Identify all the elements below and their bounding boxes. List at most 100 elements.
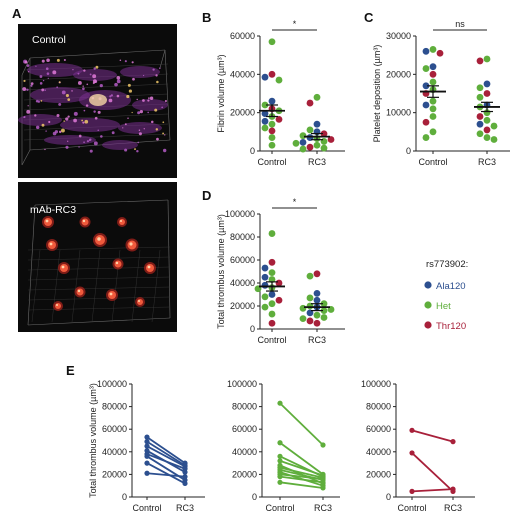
fibrin-spot-highlight xyxy=(77,289,81,293)
data-point-het xyxy=(429,113,437,120)
paired-point-rc3 xyxy=(320,479,326,485)
paired-line-het xyxy=(279,442,324,476)
fluorescence-speck xyxy=(93,67,96,70)
chart-e-ala120-paired: 0 20000 40000 60000 80000 100000 Control RC3 Tot… xyxy=(88,379,205,513)
data-point-ala120 xyxy=(313,296,321,304)
fluorescence-speck xyxy=(58,130,62,134)
platelet-cloud xyxy=(27,63,83,77)
fluorescence-speck xyxy=(162,148,167,153)
fluorescence-speck xyxy=(128,89,132,93)
fluorescence-speck xyxy=(41,123,45,127)
fluorescence-speck xyxy=(77,72,80,75)
paired-point-control xyxy=(277,440,283,446)
data-point-het xyxy=(320,307,328,314)
data-point-het xyxy=(299,304,307,312)
fluorescence-speck xyxy=(46,72,50,75)
fluorescence-speck xyxy=(73,118,77,123)
platelet-cloud xyxy=(118,122,162,134)
legend-marker-thr120 xyxy=(424,321,432,329)
data-point-het xyxy=(483,116,491,124)
legend-label-thr120: Thr120 xyxy=(436,321,466,332)
chart-e3-y-tick-label: 100000 xyxy=(361,379,391,389)
data-point-het xyxy=(306,126,314,134)
fluorescence-speck xyxy=(56,86,58,89)
fluorescence-speck xyxy=(152,68,155,71)
data-point-het xyxy=(268,141,276,149)
fluorescence-speck xyxy=(63,120,65,122)
chart-c-y-axis-label: Platelet deposition (µm³) xyxy=(372,45,382,143)
fluorescence-speck xyxy=(147,111,149,114)
panel-letter-a: A xyxy=(12,6,22,21)
fibrin-spot-highlight xyxy=(129,242,133,246)
paired-point-control xyxy=(277,479,283,485)
paired-line-ala120 xyxy=(146,472,186,478)
data-point-ala120 xyxy=(299,138,307,146)
fluorescence-speck xyxy=(116,76,121,80)
wireframe-edge xyxy=(29,49,166,59)
fluorescence-speck xyxy=(30,84,33,87)
fluorescence-speck xyxy=(67,140,69,142)
fluorescence-speck xyxy=(26,64,30,67)
chart-e2-x-tick-label: Control xyxy=(265,503,294,513)
chart-e1-x-tick-label: RC3 xyxy=(176,503,194,513)
fluorescence-speck xyxy=(78,134,82,138)
wireframe-grid xyxy=(91,249,101,323)
legend-label-het: Het xyxy=(436,301,451,312)
fluorescence-speck xyxy=(127,117,129,120)
data-point-ala120 xyxy=(422,101,430,109)
fluorescence-speck xyxy=(83,109,86,112)
chart-e-thr120-paired: 0 20000 40000 60000 80000 100000 Control RC3 xyxy=(361,379,475,513)
fluorescence-speck xyxy=(134,148,136,150)
fluorescence-speck xyxy=(122,127,124,129)
data-point-het xyxy=(429,97,437,105)
fluorescence-speck xyxy=(58,102,62,106)
chart-b-y-tick-label: 60000 xyxy=(230,31,255,41)
fluorescence-speck xyxy=(162,132,165,135)
chart-e2-y-tick-label: 100000 xyxy=(227,379,257,389)
fibrin-spot-highlight xyxy=(119,219,123,223)
data-point-thr120 xyxy=(275,296,283,304)
data-point-het xyxy=(268,230,276,237)
data-point-het xyxy=(320,138,328,145)
fibrin-spot xyxy=(60,264,68,272)
chart-e1-y-tick-label: 40000 xyxy=(102,447,127,457)
data-point-ala120 xyxy=(313,120,321,128)
chart-e-het-paired: 0 20000 40000 60000 80000 100000 Control RC3 xyxy=(227,379,340,513)
fibrin-spot xyxy=(146,264,154,272)
fluorescence-speck xyxy=(155,128,159,131)
wireframe-grid xyxy=(27,286,171,291)
fluorescence-speck xyxy=(82,85,84,87)
data-point-het xyxy=(313,141,321,149)
fluorescence-speck xyxy=(23,115,26,119)
chart-d-y-tick-label: 0 xyxy=(250,324,255,334)
paired-point-rc3 xyxy=(182,466,188,472)
wireframe-edge xyxy=(34,199,169,206)
fluorescence-speck xyxy=(78,146,80,148)
data-point-het xyxy=(429,46,437,53)
data-point-het xyxy=(490,122,498,130)
fluorescence-speck xyxy=(136,98,138,101)
fluorescence-speck xyxy=(39,82,43,85)
panel-letter-d: D xyxy=(202,188,211,203)
data-point-thr120 xyxy=(313,270,321,278)
wireframe-edge xyxy=(21,57,31,76)
paired-point-control xyxy=(277,458,283,464)
platelet-cloud xyxy=(30,87,90,103)
fluorescence-speck xyxy=(116,94,120,98)
chart-d-y-tick-label: 100000 xyxy=(225,209,255,219)
fluorescence-speck xyxy=(84,119,89,124)
fluorescence-speck xyxy=(94,116,98,120)
chart-b-x-tick-label: Control xyxy=(257,157,286,167)
chart-e2-y-tick-label: 60000 xyxy=(232,424,257,434)
microscopy-rc3-image xyxy=(18,182,177,332)
paired-point-rc3 xyxy=(182,480,188,487)
fluorescence-speck xyxy=(44,148,46,151)
fluorescence-speck xyxy=(27,71,30,73)
fluorescence-speck xyxy=(97,129,100,132)
chart-c-platelet-deposition: 0 10000 20000 30000 Control RC3 Platelet depos… xyxy=(372,19,510,167)
paired-line-het xyxy=(279,475,324,484)
paired-point-control xyxy=(144,470,150,476)
fluorescence-speck xyxy=(82,87,85,91)
fluorescence-speck xyxy=(116,79,121,84)
